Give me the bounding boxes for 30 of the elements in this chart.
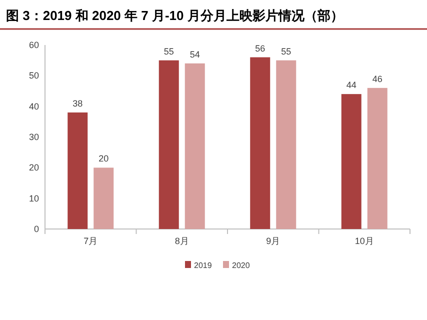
chart-title: 图 3：2019 和 2020 年 7 月-10 月分月上映影片情况（部）	[6, 8, 344, 23]
legend-label: 2020	[232, 261, 250, 270]
bar	[276, 60, 296, 229]
x-tick-label: 7月	[84, 236, 98, 246]
data-label: 20	[98, 154, 109, 164]
y-tick-label: 50	[28, 70, 39, 81]
bar	[367, 88, 388, 229]
y-tick-label: 30	[28, 132, 39, 142]
y-tick-label: 60	[28, 40, 39, 50]
data-label: 46	[372, 74, 382, 84]
y-tick-label: 20	[28, 162, 39, 173]
bar	[158, 60, 179, 229]
y-tick-label: 40	[28, 101, 39, 112]
bar	[184, 63, 205, 229]
x-tick-label: 10月	[354, 236, 374, 246]
bar	[68, 112, 88, 229]
x-tick-label: 9月	[266, 236, 280, 246]
data-label: 55	[281, 46, 292, 56]
data-label: 38	[72, 98, 83, 108]
data-label: 55	[164, 46, 174, 56]
bar	[94, 168, 114, 229]
data-label: 56	[255, 43, 266, 54]
data-label: 44	[346, 80, 356, 90]
bar	[341, 94, 362, 229]
y-tick-label: 10	[28, 193, 39, 204]
y-tick-label: 0	[34, 224, 39, 234]
data-label: 54	[190, 49, 200, 60]
legend-label: 2019	[194, 261, 212, 270]
bar	[250, 57, 270, 229]
x-tick-label: 8月	[174, 236, 189, 246]
